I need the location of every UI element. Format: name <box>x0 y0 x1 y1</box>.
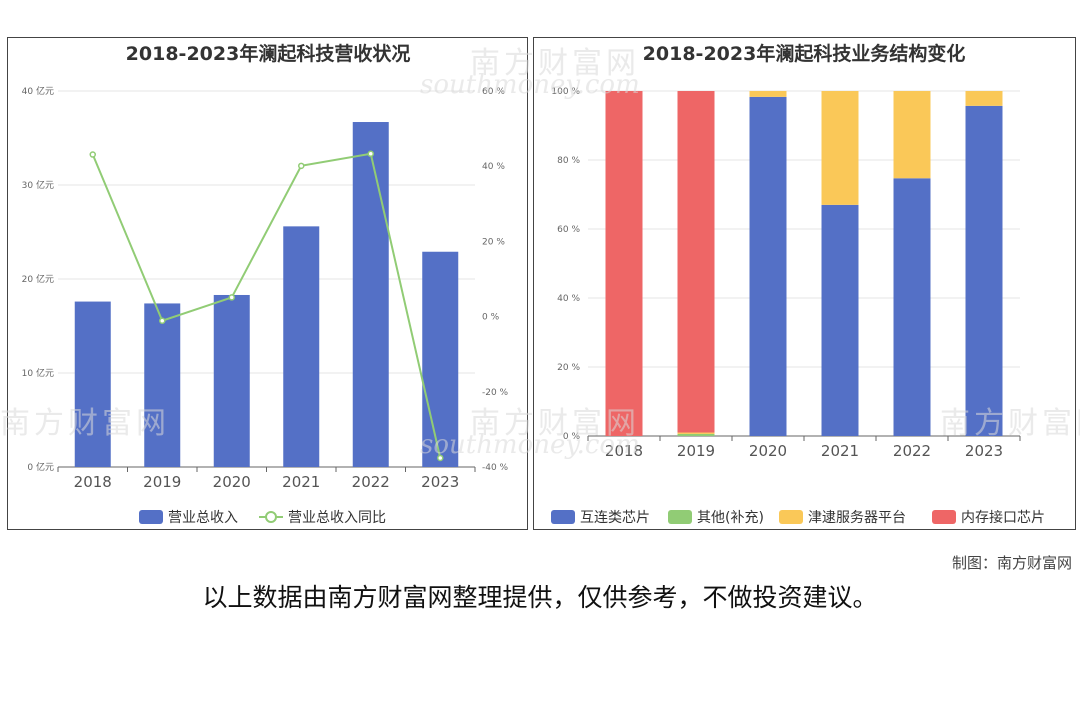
bar-revenue <box>352 122 389 468</box>
y-tick-label: 0 % <box>563 432 581 442</box>
x-tick-label: 2023 <box>421 473 459 491</box>
y-left-tick-label: 30 亿元 <box>22 179 54 191</box>
bar-segment <box>677 432 715 434</box>
business-structure-chart-panel: 2018-2023年澜起科技业务结构变化 0 % 20 % 40 % 60 % 80 % 1… <box>533 37 1076 530</box>
x-tick-label: 2018 <box>605 442 643 460</box>
legend-swatch <box>932 510 956 524</box>
legend-label: 营业总收入 <box>168 510 238 526</box>
bar-segment <box>749 96 787 437</box>
revenue-chart: 2018-2023年澜起科技营收状况 0 亿元 10 亿元 20 亿元 30 亿元 40 … <box>22 42 509 526</box>
legend-swatch <box>668 510 692 524</box>
bar-segment <box>677 433 715 436</box>
y-tick-label: 60 % <box>557 225 580 235</box>
line-yoy-point <box>298 162 305 170</box>
bar-segment <box>749 91 787 97</box>
line-yoy-point <box>159 317 166 324</box>
y-right-tick-label: 40 % <box>482 162 505 172</box>
x-tick-label: 2023 <box>965 442 1003 460</box>
legend-label: 内存接口芯片 <box>961 509 1045 526</box>
disclaimer-text: 以上数据由南方财富网整理提供，仅供参考，不做投资建议。 <box>202 583 878 612</box>
bar-segment <box>893 91 931 179</box>
x-tick-label: 2019 <box>143 473 181 491</box>
line-yoy-point <box>437 454 444 462</box>
line-yoy-point <box>367 150 374 158</box>
bar-revenue <box>213 294 250 467</box>
y-left-tick-label: 10 亿元 <box>22 367 54 379</box>
legend-swatch <box>779 510 803 524</box>
x-tick-label: 2022 <box>352 473 390 491</box>
y-right-tick-label: 0 % <box>482 313 500 323</box>
chart-credit: 制图：南方财富网 <box>951 554 1072 572</box>
x-tick-label: 2020 <box>749 442 787 460</box>
y-tick-label: 20 % <box>557 363 580 373</box>
y-left-tick-label: 40 亿元 <box>22 85 54 97</box>
x-tick-label: 2019 <box>677 442 715 460</box>
bar-segment <box>965 105 1003 437</box>
legend-label: 营业总收入同比 <box>288 510 386 526</box>
line-yoy-point <box>228 294 235 301</box>
line-yoy <box>91 152 442 459</box>
bar-segment <box>893 178 931 436</box>
chart-title: 2018-2023年澜起科技业务结构变化 <box>643 42 966 65</box>
x-tick-label: 2018 <box>74 473 112 491</box>
bar-segment <box>821 204 859 436</box>
x-tick-label: 2021 <box>282 473 320 491</box>
y-tick-label: 80 % <box>557 156 580 166</box>
y-right-tick-label: 20 % <box>482 237 505 247</box>
x-tick-label: 2020 <box>213 473 251 491</box>
legend-swatch <box>551 510 575 524</box>
business-structure-chart: 2018-2023年澜起科技业务结构变化 0 % 20 % 40 % 60 % 80 % 1… <box>551 42 1045 526</box>
bar-revenue <box>422 251 459 467</box>
legend-label: 其他(补充) <box>697 510 764 526</box>
y-right-tick-label: -40 % <box>482 463 509 473</box>
bar-revenue <box>283 226 320 467</box>
bar-segment <box>677 91 715 433</box>
legend-label: 互连类芯片 <box>580 510 650 526</box>
y-right-tick-label: -20 % <box>482 388 509 398</box>
legend-swatch-bar <box>139 510 163 524</box>
y-tick-label: 100 % <box>551 87 580 97</box>
bar-segment <box>605 91 643 436</box>
y-left-tick-label: 0 亿元 <box>27 461 54 473</box>
chart-title: 2018-2023年澜起科技营收状况 <box>126 42 411 65</box>
legend-swatch-marker <box>265 511 277 523</box>
y-left-tick-label: 20 亿元 <box>22 273 54 285</box>
x-tick-label: 2022 <box>893 442 931 460</box>
revenue-chart-panel: 2018-2023年澜起科技营收状况 0 亿元 10 亿元 20 亿元 30 亿元 40 … <box>7 37 528 530</box>
line-yoy-point <box>89 151 96 158</box>
bar-segment <box>965 91 1003 106</box>
bar-revenue <box>144 303 181 467</box>
y-tick-label: 40 % <box>557 294 580 304</box>
y-right-tick-label: 60 % <box>482 87 505 97</box>
legend-label: 津逮服务器平台 <box>808 510 906 526</box>
bar-revenue <box>74 301 111 467</box>
x-tick-label: 2021 <box>821 442 859 460</box>
bar-segment <box>821 91 859 205</box>
